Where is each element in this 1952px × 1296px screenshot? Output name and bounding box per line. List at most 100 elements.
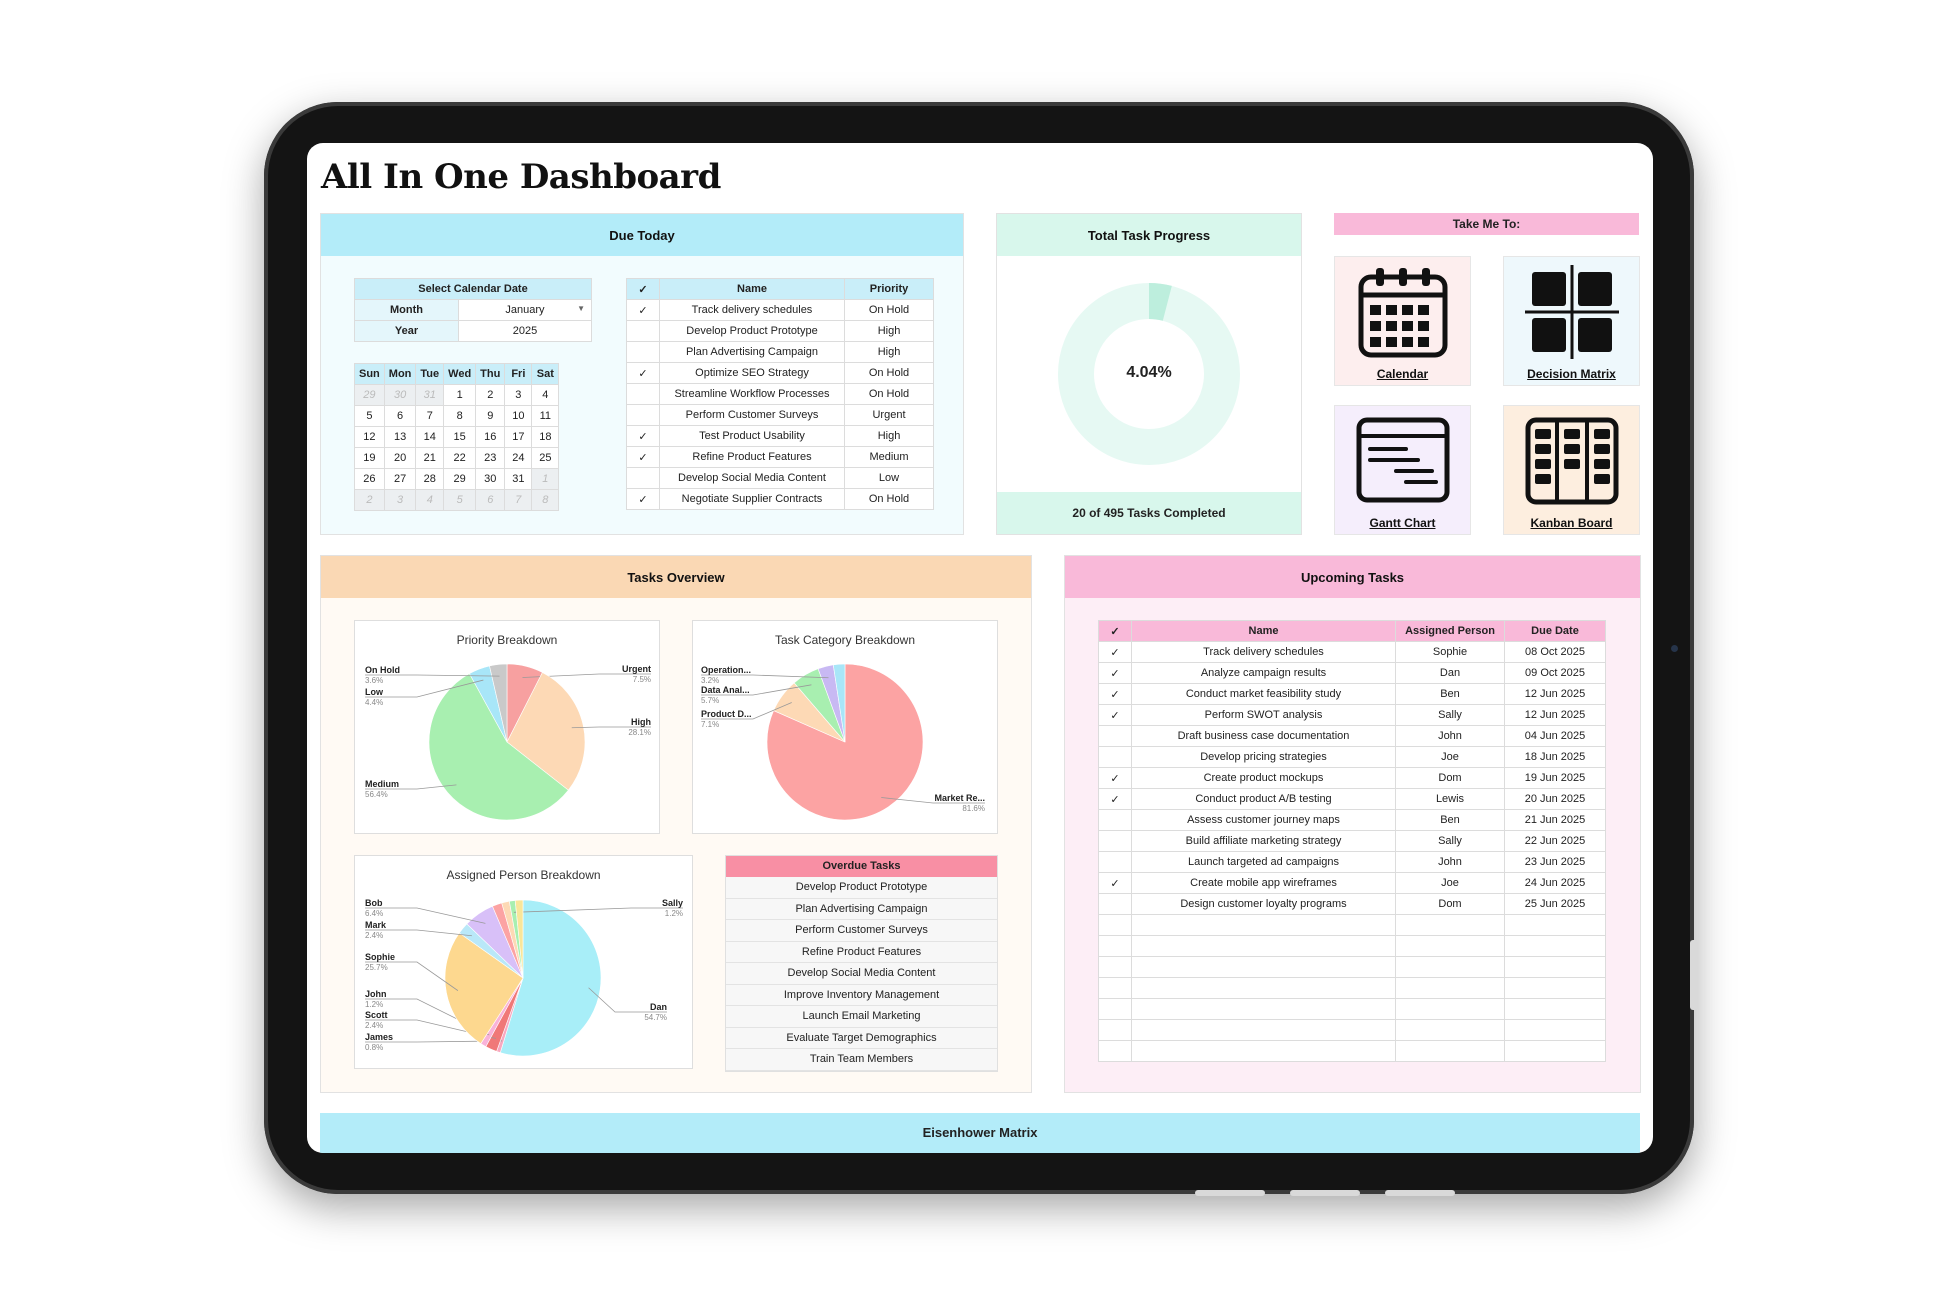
empty-cell[interactable] [1504, 977, 1606, 999]
empty-cell[interactable] [1395, 956, 1505, 978]
calendar-day-cell[interactable]: 30 [475, 468, 506, 490]
empty-cell[interactable] [1131, 1040, 1396, 1062]
checkbox[interactable] [1098, 725, 1132, 747]
calendar-day-cell[interactable]: 8 [443, 405, 477, 427]
calendar-day-cell[interactable]: 16 [475, 426, 506, 448]
checkbox[interactable] [1098, 851, 1132, 873]
calendar-day-cell[interactable]: 2 [354, 489, 385, 511]
checkbox[interactable]: ✓ [1098, 767, 1132, 789]
empty-cell[interactable] [1098, 1019, 1132, 1041]
decision-matrix-link-card[interactable]: Decision Matrix [1503, 256, 1640, 386]
empty-cell[interactable] [1504, 935, 1606, 957]
empty-cell[interactable] [1098, 914, 1132, 936]
calendar-day-cell[interactable]: 6 [383, 405, 417, 427]
calendar-day-cell[interactable]: 7 [415, 405, 445, 427]
empty-cell[interactable] [1395, 977, 1505, 999]
empty-cell[interactable] [1131, 935, 1396, 957]
empty-cell[interactable] [1395, 1040, 1505, 1062]
calendar-day-cell[interactable]: 1 [443, 384, 477, 406]
calendar-day-cell[interactable]: 2 [475, 384, 506, 406]
calendar-link-card[interactable]: Calendar [1334, 256, 1471, 386]
calendar-day-cell[interactable]: 15 [443, 426, 477, 448]
empty-cell[interactable] [1395, 935, 1505, 957]
calendar-day-cell[interactable]: 23 [475, 447, 506, 469]
calendar-day-cell[interactable]: 20 [383, 447, 417, 469]
calendar-day-cell[interactable]: 5 [443, 489, 477, 511]
checkbox[interactable] [626, 320, 660, 342]
kanban-board-link-card[interactable]: Kanban Board [1503, 405, 1640, 535]
calendar-day-cell[interactable]: 26 [354, 468, 385, 490]
checkbox[interactable] [626, 467, 660, 489]
checkbox[interactable]: ✓ [1098, 641, 1132, 663]
checkbox[interactable] [626, 383, 660, 405]
checkbox[interactable] [1098, 893, 1132, 915]
calendar-day-cell[interactable]: 18 [531, 426, 560, 448]
calendar-day-cell[interactable]: 1 [531, 468, 560, 490]
calendar-day-cell[interactable]: 29 [443, 468, 477, 490]
calendar-day-cell[interactable]: 10 [504, 405, 533, 427]
gantt-chart-link-card[interactable]: Gantt Chart [1334, 405, 1471, 535]
empty-cell[interactable] [1504, 956, 1606, 978]
checkbox[interactable]: ✓ [1098, 683, 1132, 705]
calendar-day-cell[interactable]: 11 [531, 405, 560, 427]
calendar-day-cell[interactable]: 27 [383, 468, 417, 490]
checkbox[interactable]: ✓ [626, 446, 660, 468]
calendar-day-cell[interactable]: 19 [354, 447, 385, 469]
empty-cell[interactable] [1131, 914, 1396, 936]
checkbox[interactable]: ✓ [626, 425, 660, 447]
calendar-day-cell[interactable]: 31 [504, 468, 533, 490]
empty-cell[interactable] [1395, 998, 1505, 1020]
calendar-day-cell[interactable]: 31 [415, 384, 445, 406]
calendar-day-cell[interactable]: 14 [415, 426, 445, 448]
empty-cell[interactable] [1504, 998, 1606, 1020]
calendar-day-cell[interactable]: 25 [531, 447, 560, 469]
calendar-day-cell[interactable]: 4 [531, 384, 560, 406]
empty-cell[interactable] [1131, 998, 1396, 1020]
checkbox[interactable]: ✓ [626, 488, 660, 510]
checkbox[interactable] [626, 404, 660, 426]
checkbox[interactable]: ✓ [626, 299, 660, 321]
empty-cell[interactable] [1098, 998, 1132, 1020]
empty-cell[interactable] [1131, 1019, 1396, 1041]
calendar-day-cell[interactable]: 30 [383, 384, 417, 406]
checkbox[interactable]: ✓ [1098, 704, 1132, 726]
calendar-day-cell[interactable]: 5 [354, 405, 385, 427]
empty-cell[interactable] [1131, 956, 1396, 978]
calendar-day-cell[interactable]: 3 [383, 489, 417, 511]
calendar-day-cell[interactable]: 21 [415, 447, 445, 469]
empty-cell[interactable] [1098, 1040, 1132, 1062]
empty-cell[interactable] [1504, 1040, 1606, 1062]
checkbox[interactable]: ✓ [1098, 872, 1132, 894]
calendar-day-cell[interactable]: 24 [504, 447, 533, 469]
empty-cell[interactable] [1395, 1019, 1505, 1041]
empty-cell[interactable] [1131, 977, 1396, 999]
year-field[interactable]: 2025 [458, 320, 592, 342]
calendar-icon [1358, 268, 1447, 358]
calendar-day-cell[interactable]: 29 [354, 384, 385, 406]
calendar-day-cell[interactable]: 17 [504, 426, 533, 448]
checkbox[interactable] [1098, 746, 1132, 768]
calendar-day-cell[interactable]: 28 [415, 468, 445, 490]
empty-cell[interactable] [1098, 977, 1132, 999]
checkbox[interactable] [1098, 830, 1132, 852]
empty-cell[interactable] [1098, 935, 1132, 957]
month-select[interactable]: January ▼ [458, 299, 592, 321]
calendar-day-cell[interactable]: 6 [475, 489, 506, 511]
calendar-day-cell[interactable]: 4 [415, 489, 445, 511]
empty-cell[interactable] [1504, 914, 1606, 936]
checkbox[interactable]: ✓ [1098, 662, 1132, 684]
calendar-day-cell[interactable]: 7 [504, 489, 533, 511]
calendar-day-cell[interactable]: 13 [383, 426, 417, 448]
calendar-day-cell[interactable]: 22 [443, 447, 477, 469]
checkbox[interactable] [1098, 809, 1132, 831]
calendar-day-cell[interactable]: 3 [504, 384, 533, 406]
empty-cell[interactable] [1098, 956, 1132, 978]
checkbox[interactable] [626, 341, 660, 363]
checkbox[interactable]: ✓ [1098, 788, 1132, 810]
calendar-day-cell[interactable]: 12 [354, 426, 385, 448]
calendar-day-cell[interactable]: 9 [475, 405, 506, 427]
empty-cell[interactable] [1395, 914, 1505, 936]
checkbox[interactable]: ✓ [626, 362, 660, 384]
empty-cell[interactable] [1504, 1019, 1606, 1041]
calendar-day-cell[interactable]: 8 [531, 489, 560, 511]
